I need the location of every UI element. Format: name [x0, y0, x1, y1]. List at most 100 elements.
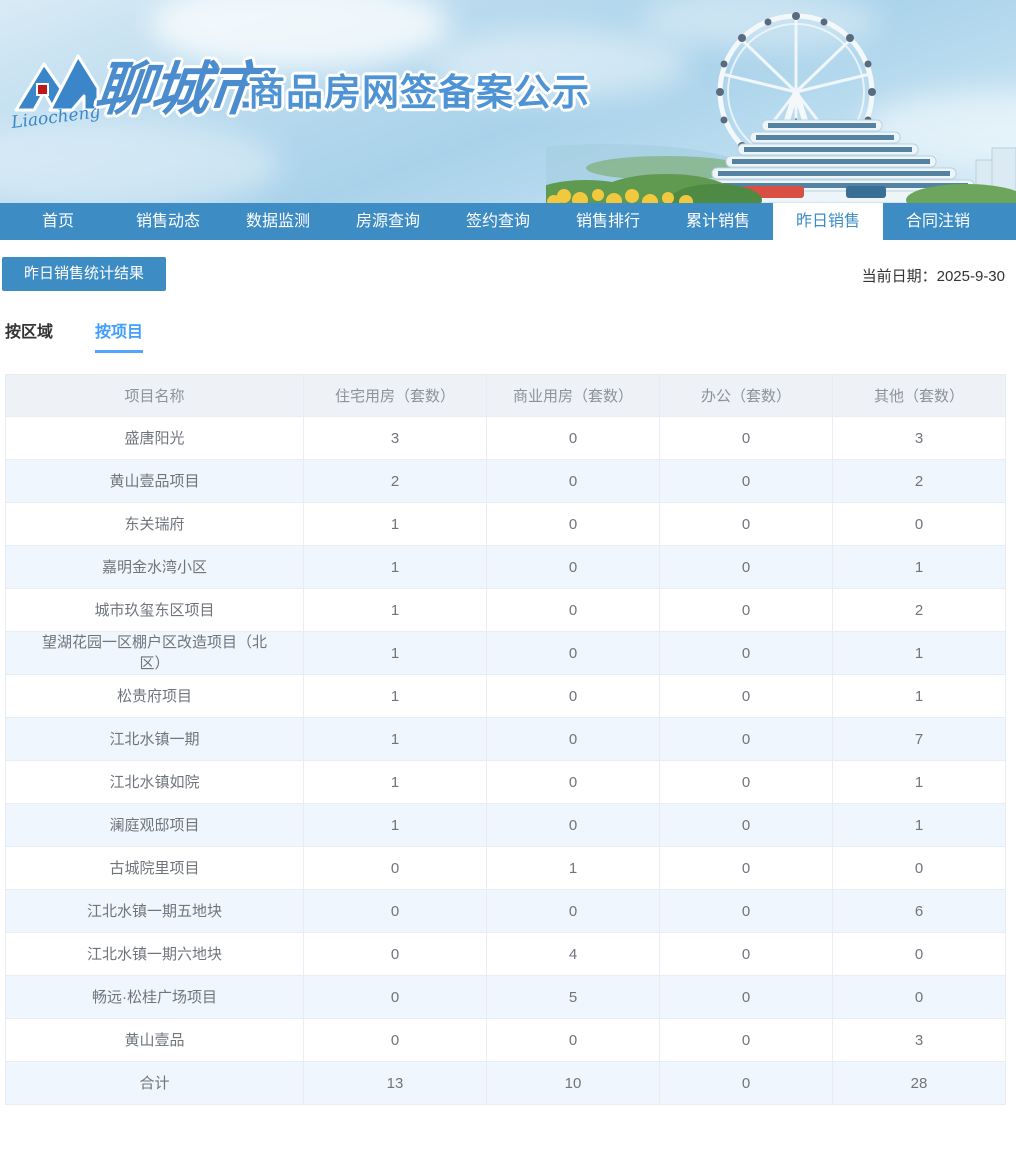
column-header: 办公（套数） — [659, 374, 833, 417]
other-count-cell: 0 — [832, 502, 1006, 546]
table-row: 江北水镇如院 1 0 0 1 — [5, 760, 1006, 804]
nav-item-link[interactable]: 房源查询 — [355, 213, 420, 230]
project-name-cell: 城市玖玺东区项目 — [5, 588, 304, 632]
residential-count-cell: 1 — [303, 588, 487, 632]
project-name-cell: 黄山壹品项目 — [5, 459, 304, 503]
office-count-cell: 0 — [659, 1018, 833, 1062]
column-header: 项目名称 — [5, 374, 304, 417]
table-row: 江北水镇一期五地块 0 0 0 6 — [5, 889, 1006, 933]
table-row: 城市玖玺东区项目 1 0 0 2 — [5, 588, 1006, 632]
cloud-decoration — [0, 120, 280, 203]
liaocheng-logo: Liaocheng — [10, 54, 102, 133]
residential-count-cell: 1 — [303, 674, 487, 718]
yesterday-sales-result-button[interactable]: 昨日销售统计结果 — [2, 257, 167, 291]
nav-item-link[interactable]: 销售动态 — [135, 213, 200, 230]
office-count-cell: 0 — [659, 717, 833, 761]
office-count-cell: 0 — [659, 975, 833, 1019]
view-mode-tab[interactable]: 按项目 — [95, 318, 144, 353]
toolbar: 昨日销售统计结果 当前日期：2025-9-30 — [0, 240, 1016, 296]
table-row: 江北水镇一期六地块 0 4 0 0 — [5, 932, 1006, 976]
office-count-cell: 0 — [659, 760, 833, 804]
residential-count-cell: 2 — [303, 459, 487, 503]
commercial-count-cell: 0 — [486, 1018, 660, 1062]
office-count-cell: 0 — [659, 889, 833, 933]
office-count-cell: 0 — [659, 459, 833, 503]
commercial-count-cell: 0 — [486, 502, 660, 546]
table-row: 黄山壹品 0 0 0 3 — [5, 1018, 1006, 1062]
office-count-cell: 0 — [659, 1061, 833, 1105]
project-name-cell: 江北水镇如院 — [5, 760, 304, 804]
current-date-value: 2025-9-30 — [936, 268, 1005, 285]
table-row: 东关瑞府 1 0 0 0 — [5, 502, 1006, 546]
other-count-cell: 1 — [832, 545, 1006, 589]
residential-count-cell: 0 — [303, 1018, 487, 1062]
other-count-cell: 6 — [832, 889, 1006, 933]
project-name-cell: 黄山壹品 — [5, 1018, 304, 1062]
other-count-cell: 3 — [832, 416, 1006, 460]
other-count-cell: 0 — [832, 975, 1006, 1019]
project-name-cell: 嘉明金水湾小区 — [5, 545, 304, 589]
project-name-cell: 江北水镇一期六地块 — [5, 932, 304, 976]
nav-item-active[interactable]: 昨日销售 — [773, 203, 883, 240]
other-count-cell: 1 — [832, 803, 1006, 847]
current-date: 当前日期：2025-9-30 — [862, 265, 1005, 286]
table-total-row: 合计 13 10 0 28 — [5, 1061, 1006, 1105]
site-title: 聊城市 — [91, 55, 268, 123]
commercial-count-cell: 0 — [486, 459, 660, 503]
commercial-count-cell: 1 — [486, 846, 660, 890]
nav-item-link[interactable]: 签约查询 — [465, 213, 530, 230]
project-name-cell: 盛唐阳光 — [5, 416, 304, 460]
nav-item-link[interactable]: 数据监测 — [245, 213, 310, 230]
table-row: 盛唐阳光 3 0 0 3 — [5, 416, 1006, 460]
project-name-cell: 东关瑞府 — [5, 502, 304, 546]
commercial-count-cell: 0 — [486, 545, 660, 589]
commercial-count-cell: 10 — [486, 1061, 660, 1105]
nav-item-link[interactable]: 合同注销 — [905, 213, 970, 230]
cloud-decoration — [150, 0, 450, 70]
other-count-cell: 1 — [832, 674, 1006, 718]
project-name-cell: 澜庭观邸项目 — [5, 803, 304, 847]
table-row: 古城院里项目 0 1 0 0 — [5, 846, 1006, 890]
residential-count-cell: 1 — [303, 717, 487, 761]
site-subtitle: 商品房网签备案公示 — [248, 72, 590, 113]
nav-item-link[interactable]: 首页 — [41, 213, 74, 230]
office-count-cell: 0 — [659, 803, 833, 847]
office-count-cell: 0 — [659, 416, 833, 460]
sales-by-project-table: 项目名称 住宅用房（套数） 商业用房（套数） 办公（套数） 其他（套数） 盛唐阳光 3 … — [5, 374, 1006, 1105]
commercial-count-cell: 0 — [486, 588, 660, 632]
cityscape-illustration — [546, 12, 1016, 203]
residential-count-cell: 3 — [303, 416, 487, 460]
residential-count-cell: 0 — [303, 975, 487, 1019]
other-count-cell: 3 — [832, 1018, 1006, 1062]
nav-item-link[interactable]: 累计销售 — [685, 213, 750, 230]
table-row: 松贵府项目 1 0 0 1 — [5, 674, 1006, 718]
table-header-row: 项目名称 住宅用房（套数） 商业用房（套数） 办公（套数） 其他（套数） — [5, 374, 1006, 417]
project-name-cell: 江北水镇一期 — [5, 717, 304, 761]
residential-count-cell: 1 — [303, 631, 487, 675]
column-header: 住宅用房（套数） — [303, 374, 487, 417]
other-count-cell: 7 — [832, 717, 1006, 761]
column-header: 商业用房（套数） — [486, 374, 660, 417]
project-name-cell: 古城院里项目 — [5, 846, 304, 890]
office-count-cell: 0 — [659, 631, 833, 675]
office-count-cell: 0 — [659, 588, 833, 632]
office-count-cell: 0 — [659, 932, 833, 976]
other-count-cell: 1 — [832, 760, 1006, 804]
table-row: 黄山壹品项目 2 0 0 2 — [5, 459, 1006, 503]
table-row: 畅远·松桂广场项目 0 5 0 0 — [5, 975, 1006, 1019]
main-nav: 首页 销售动态 数据监测 房源查询 签约查询 销售排行 累计销售 昨日销售 合同注销 — [0, 203, 1016, 240]
residential-count-cell: 1 — [303, 803, 487, 847]
commercial-count-cell: 5 — [486, 975, 660, 1019]
residential-count-cell: 1 — [303, 502, 487, 546]
project-name-cell: 江北水镇一期五地块 — [5, 889, 304, 933]
table-row: 望湖花园一区棚户区改造项目（北区） 1 0 0 1 — [5, 631, 1006, 675]
project-name-cell: 合计 — [5, 1061, 304, 1105]
nav-item-link[interactable]: 销售排行 — [575, 213, 640, 230]
table-row: 嘉明金水湾小区 1 0 0 1 — [5, 545, 1006, 589]
commercial-count-cell: 0 — [486, 803, 660, 847]
other-count-cell: 2 — [832, 588, 1006, 632]
view-mode-tab[interactable]: 按区域 — [5, 324, 54, 341]
residential-count-cell: 1 — [303, 545, 487, 589]
commercial-count-cell: 0 — [486, 416, 660, 460]
commercial-count-cell: 0 — [486, 674, 660, 718]
